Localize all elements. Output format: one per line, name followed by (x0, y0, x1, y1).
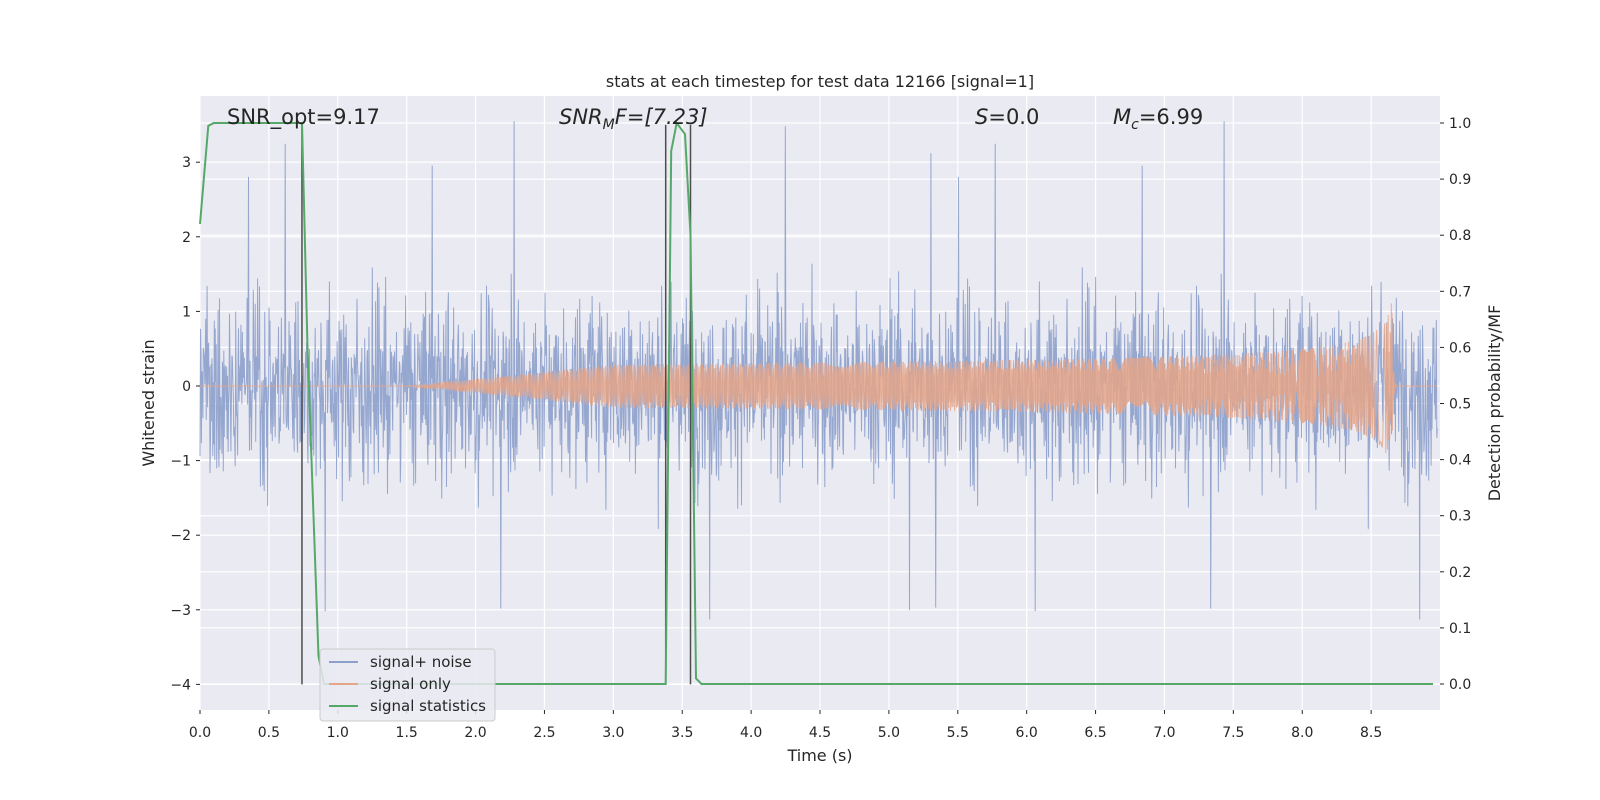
y2-axis-label: Detection probability/MF (1485, 305, 1504, 502)
y-tick-label: 3 (182, 155, 191, 171)
x-tick-label: 8.5 (1360, 725, 1382, 741)
x-tick-label: 1.0 (327, 725, 349, 741)
annotation-mc-sub: c (1131, 117, 1139, 133)
x-tick-label: 7.0 (1153, 725, 1175, 741)
x-tick-label: 5.0 (878, 725, 900, 741)
annotation-s-main: S (975, 105, 988, 129)
x-tick-label: 4.0 (740, 725, 762, 741)
y-ticks: 3 2 1 0 −1 −2 −3 −4 (170, 155, 200, 693)
legend-label-signal-noise: signal+ noise (370, 653, 472, 671)
x-tick-label: 2.0 (464, 725, 486, 741)
signal-noise-series (199, 121, 1438, 620)
y2-ticks: 1.0 0.9 0.8 0.7 0.6 0.5 0.4 0.3 0.2 0.1 0.0 (1440, 116, 1471, 693)
annotation-snr-mf-sub: M (603, 117, 615, 133)
legend-label-signal-only: signal only (370, 675, 451, 693)
y2-tick-label: 0.0 (1449, 677, 1471, 693)
annotation-snr-mf-main: SNR (559, 105, 603, 129)
y-tick-label: 1 (182, 304, 191, 320)
annotation-mc-main: M (1113, 105, 1131, 129)
y-tick-label: −2 (170, 528, 191, 544)
y-tick-label: −4 (170, 677, 191, 693)
y2-tick-label: 0.7 (1449, 284, 1471, 300)
legend-box (319, 648, 496, 722)
signal-noise-line (199, 121, 1438, 620)
x-tick-label: 4.5 (809, 725, 831, 741)
y2-tick-label: 1.0 (1449, 116, 1471, 132)
annotation-snr-mf: SNRMF=[7.23] (559, 105, 708, 133)
x-tick-label: 1.5 (396, 725, 418, 741)
y2-tick-label: 0.5 (1449, 397, 1471, 413)
annotation-snr-mf-rest: F=[7.23] (615, 105, 708, 129)
x-tick-label: 6.0 (1016, 725, 1038, 741)
y-tick-label: 2 (182, 230, 191, 246)
x-tick-label: 3.5 (671, 725, 693, 741)
annotation-mc: Mc=6.99 (1113, 105, 1203, 133)
legend-label-signal-statistics: signal statistics (370, 697, 486, 715)
y-tick-label: 0 (182, 379, 191, 395)
legend: signal+ noise signal only signal statist… (319, 648, 496, 722)
y2-tick-label: 0.8 (1449, 228, 1471, 244)
annotation-mc-rest: =6.99 (1139, 105, 1203, 129)
annotation-s: S=0.0 (975, 105, 1039, 129)
x-tick-label: 2.5 (533, 725, 555, 741)
x-tick-label: 7.5 (1222, 725, 1244, 741)
x-tick-label: 0.0 (189, 725, 211, 741)
x-tick-label: 8.0 (1291, 725, 1313, 741)
signal-only-series (200, 303, 1438, 453)
y-tick-label: −1 (170, 454, 191, 470)
x-tick-label: 5.5 (947, 725, 969, 741)
y2-tick-label: 0.1 (1449, 621, 1471, 637)
signal-only-line (200, 303, 1438, 453)
chart-title: stats at each timestep for test data 121… (606, 72, 1034, 91)
annotation-snr-opt: SNR_opt=9.17 (227, 105, 380, 130)
x-axis-label: Time (s) (786, 746, 852, 765)
y-tick-label: −3 (170, 603, 191, 619)
y2-tick-label: 0.3 (1449, 509, 1471, 525)
y-axis-label: Whitened strain (139, 339, 158, 466)
signal-statistics-line (199, 120, 1434, 685)
y2-tick-label: 0.2 (1449, 565, 1471, 581)
x-tick-label: 0.5 (258, 725, 280, 741)
annotation-s-rest: =0.0 (988, 105, 1039, 129)
y2-tick-label: 0.4 (1449, 453, 1471, 469)
x-tick-label: 6.5 (1084, 725, 1106, 741)
x-tick-label: 3.0 (602, 725, 624, 741)
y2-tick-label: 0.9 (1449, 172, 1471, 188)
y2-tick-label: 0.6 (1449, 340, 1471, 356)
x-ticks: 0.0 0.5 1.0 1.5 2.0 2.5 3.0 3.5 4.0 4.5 5.0 5.5 6.0 6… (189, 710, 1382, 741)
signal-statistics-series (199, 120, 1434, 685)
